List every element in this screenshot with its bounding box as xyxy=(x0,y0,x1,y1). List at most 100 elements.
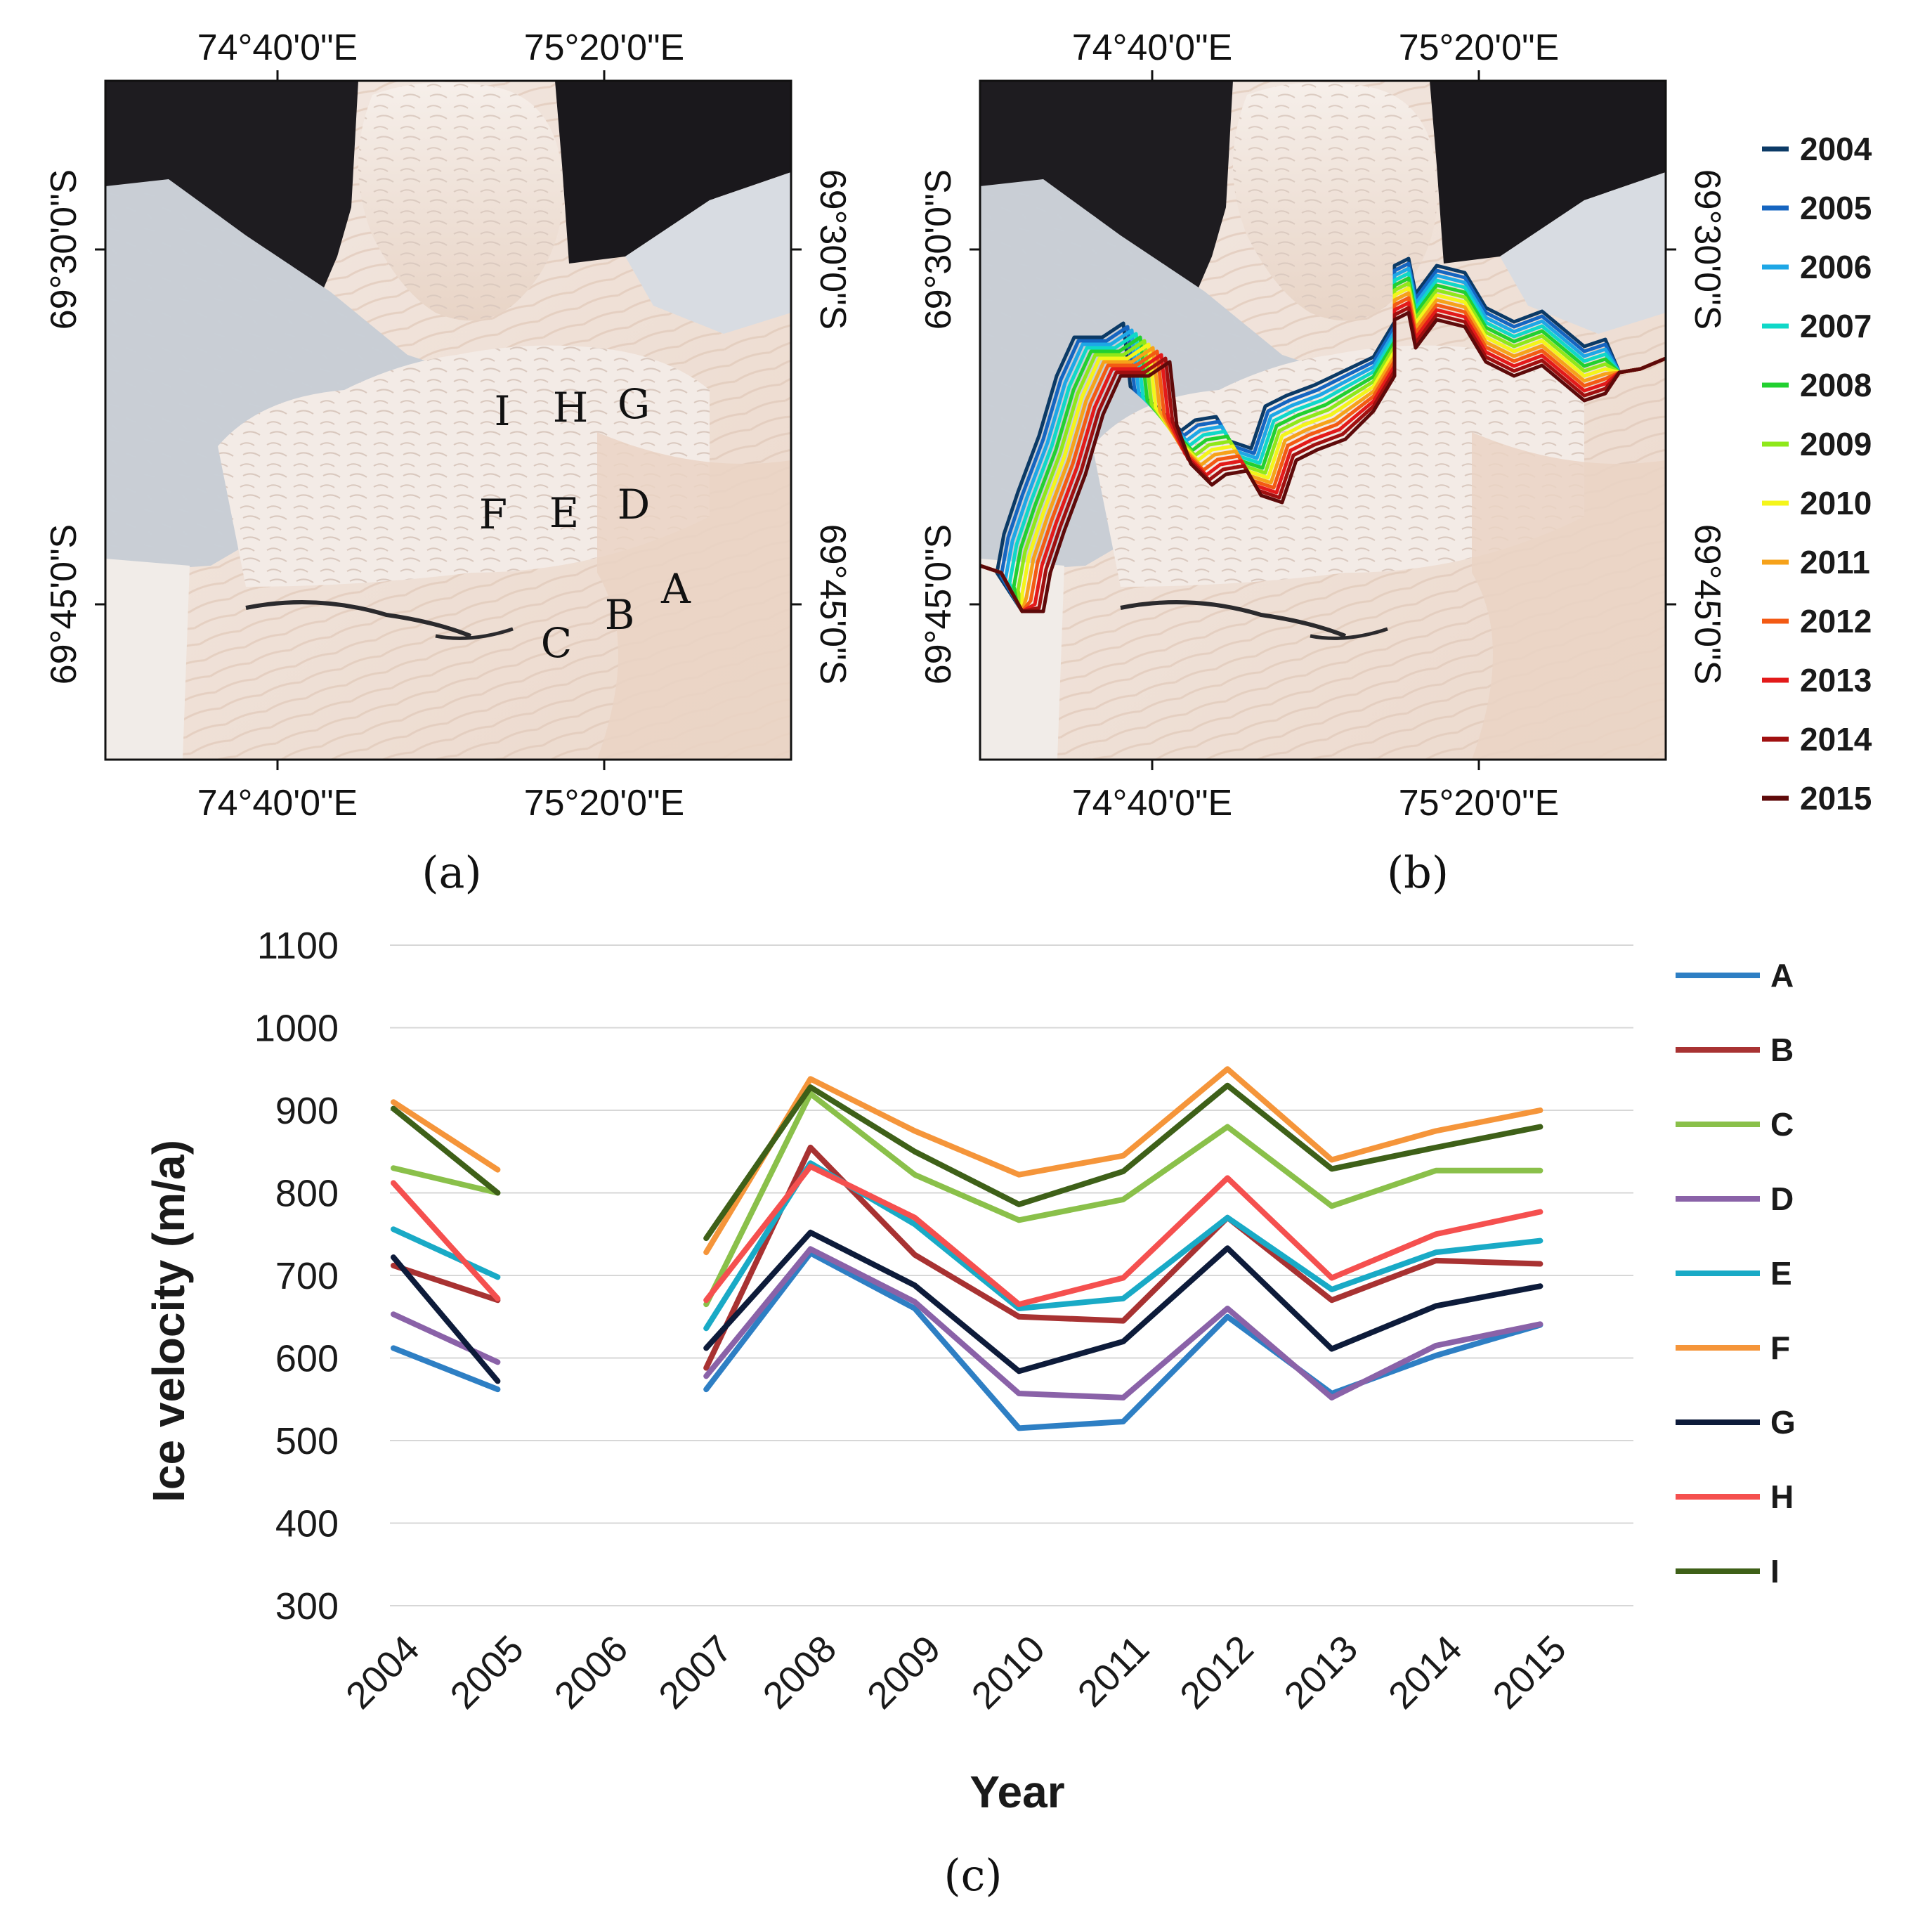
y-axis-title: Ice velocity (m/a) xyxy=(143,1140,194,1502)
chart-legend-label-D: D xyxy=(1770,1181,1794,1217)
chart-legend-label-A: A xyxy=(1770,957,1794,994)
map-b-legend: 2004 2005 2006 2007 2008 2009 2010 2011 2012 2013… xyxy=(1762,131,1872,817)
series-line-I xyxy=(703,1082,1543,1242)
x-tick-2011: 2011 xyxy=(1070,1627,1158,1715)
y-tick-900: 900 xyxy=(275,1090,339,1132)
point-label-b: B xyxy=(605,591,635,639)
y-tick-400: 400 xyxy=(275,1503,339,1545)
map-b-ticks xyxy=(970,70,1676,770)
point-label-h: H xyxy=(553,384,589,431)
map-legend-label-2011: 2011 xyxy=(1800,544,1870,580)
y-tick-800: 800 xyxy=(275,1173,339,1215)
x-tick-2015: 2015 xyxy=(1485,1627,1574,1717)
map-a-right-lat-1: 69°30'0"S xyxy=(812,169,853,330)
y-tick-1100: 1100 xyxy=(257,925,339,967)
series-line-G xyxy=(703,1229,1543,1375)
chart-legend-label-I: I xyxy=(1770,1553,1780,1590)
map-b-left-lat-2: 69°45'0"S xyxy=(918,524,959,684)
map-b-right-lat-2: 69°45'0"S xyxy=(1687,524,1728,684)
series-line-H xyxy=(703,1163,1543,1308)
front-2009 xyxy=(979,281,1666,613)
series-line-H xyxy=(391,1180,501,1301)
series-line-F xyxy=(391,1099,501,1173)
map-legend-label-2004: 2004 xyxy=(1800,131,1872,167)
x-axis-title: Year xyxy=(970,1767,1064,1817)
map-b-top-lon-1: 74°40'0"E xyxy=(1072,27,1232,68)
series-line-D xyxy=(703,1246,1543,1401)
front-2005 xyxy=(979,261,1666,613)
map-b: 74°40'0"E 75°20'0"E 74°40'0"E 75°20'0"E … xyxy=(918,27,1872,898)
map-b-bottom-lon-2: 75°20'0"E xyxy=(1399,783,1559,824)
map-legend-label-2012: 2012 xyxy=(1800,603,1872,639)
series-line-C xyxy=(391,1165,501,1196)
y-tick-500: 500 xyxy=(275,1420,339,1462)
map-a-right-lat-2: 69°45'0"S xyxy=(812,524,853,684)
x-tick-2006: 2006 xyxy=(547,1627,636,1717)
y-tick-300: 300 xyxy=(275,1585,339,1627)
series-line-E xyxy=(391,1226,501,1280)
map-a-bottom-lon-2: 75°20'0"E xyxy=(524,783,684,824)
caption-c: (c) xyxy=(944,1850,1002,1901)
chart-legend-label-F: F xyxy=(1770,1330,1790,1366)
chart-legend: A B C D E F G H I xyxy=(1676,957,1796,1590)
series-line-I xyxy=(391,1105,501,1196)
point-label-f: F xyxy=(479,490,507,538)
front-2013 xyxy=(979,301,1666,613)
chart-gridlines xyxy=(390,944,1633,1606)
series-line-B xyxy=(391,1262,501,1304)
chart-x-ticks: 2004 2005 2006 2007 2008 2009 2010 2011 2012 2013… xyxy=(338,1627,1574,1717)
front-2004 xyxy=(979,256,1666,613)
series-line-A xyxy=(703,1250,1543,1431)
map-b-bottom-lon-1: 74°40'0"E xyxy=(1072,783,1232,824)
map-a-top-lon-1: 74°40'0"E xyxy=(197,27,358,68)
series-line-A xyxy=(391,1345,501,1393)
map-legend-label-2009: 2009 xyxy=(1800,426,1872,462)
front-2014 xyxy=(979,306,1666,613)
caption-a: (a) xyxy=(422,847,481,898)
x-tick-2010: 2010 xyxy=(964,1627,1053,1717)
map-a-left-lat-1: 69°30'0"S xyxy=(44,169,84,330)
point-label-i: I xyxy=(495,387,511,435)
map-legend-label-2014: 2014 xyxy=(1800,721,1872,758)
point-label-a: A xyxy=(660,565,691,613)
front-2015 xyxy=(979,311,1666,613)
front-2010 xyxy=(979,286,1666,613)
front-2011 xyxy=(979,291,1666,613)
x-tick-2007: 2007 xyxy=(651,1627,740,1717)
y-tick-600: 600 xyxy=(275,1338,339,1380)
series-line-F xyxy=(703,1066,1543,1256)
map-a-image xyxy=(105,81,791,760)
chart-legend-label-B: B xyxy=(1770,1032,1794,1068)
map-legend-label-2007: 2007 xyxy=(1800,308,1872,344)
x-tick-2013: 2013 xyxy=(1277,1627,1366,1717)
chart-legend-label-E: E xyxy=(1770,1255,1792,1292)
chart-legend-label-G: G xyxy=(1770,1404,1796,1441)
chart-legend-label-H: H xyxy=(1770,1479,1794,1515)
chart-y-ticks: 300 400 500 600 700 800 900 1000 1100 xyxy=(254,925,339,1627)
map-a-top-lon-2: 75°20'0"E xyxy=(524,27,684,68)
x-tick-2005: 2005 xyxy=(443,1627,532,1717)
y-tick-700: 700 xyxy=(275,1255,339,1297)
map-a-bottom-lon-1: 74°40'0"E xyxy=(197,783,358,824)
series-line-D xyxy=(391,1311,501,1365)
map-legend-label-2010: 2010 xyxy=(1800,485,1872,521)
map-b-image xyxy=(980,81,1666,760)
velocity-chart: 300 400 500 600 700 800 900 1000 1100 2004 2005 20… xyxy=(143,925,1796,1901)
map-b-left-lat-1: 69°30'0"S xyxy=(918,169,959,330)
point-label-g: G xyxy=(618,380,650,428)
front-2006 xyxy=(979,266,1666,613)
front-2008 xyxy=(979,276,1666,613)
x-tick-2014: 2014 xyxy=(1381,1627,1470,1717)
y-tick-1000: 1000 xyxy=(254,1008,339,1050)
x-tick-2009: 2009 xyxy=(859,1627,948,1717)
front-2012 xyxy=(979,296,1666,613)
map-legend-label-2008: 2008 xyxy=(1800,367,1872,403)
map-a-left-lat-2: 69°45'0"S xyxy=(44,524,84,684)
x-tick-2008: 2008 xyxy=(755,1627,844,1717)
chart-series xyxy=(391,1066,1543,1431)
point-label-e: E xyxy=(549,489,579,537)
front-2007 xyxy=(979,271,1666,613)
map-legend-label-2005: 2005 xyxy=(1800,190,1872,226)
map-b-top-lon-2: 75°20'0"E xyxy=(1399,27,1559,68)
